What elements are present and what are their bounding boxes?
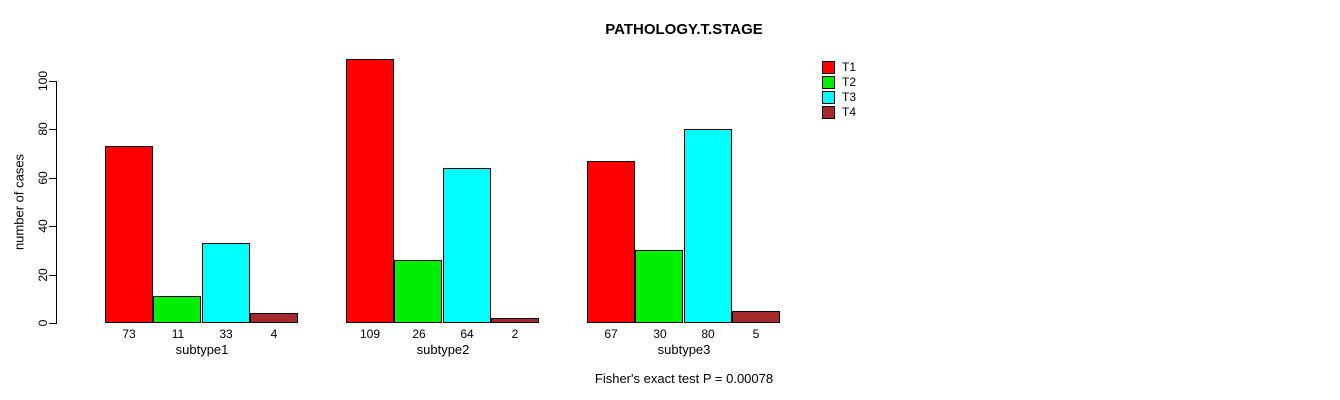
- y-tick-mark: [49, 226, 56, 227]
- legend: T1 T2 T3 T4: [822, 60, 856, 120]
- bar-subtype3-T2: [635, 250, 683, 323]
- category-label-subtype2: subtype2: [416, 342, 470, 357]
- legend-item-T3: T3: [822, 90, 856, 105]
- bar-subtype1-T2: [153, 296, 201, 323]
- bar-value-label: 33: [219, 327, 233, 341]
- bar-value-label: 64: [460, 327, 474, 341]
- legend-item-T1: T1: [822, 60, 856, 75]
- y-tick-mark: [49, 178, 56, 179]
- y-tick-label: 0: [36, 319, 50, 327]
- legend-swatch-T3: [822, 91, 835, 104]
- bar-subtype2-T2: [394, 260, 442, 323]
- bar-subtype1-T3: [202, 243, 250, 323]
- category-label-subtype1: subtype1: [175, 342, 229, 357]
- legend-swatch-T2: [822, 76, 835, 89]
- y-tick-label: 80: [36, 122, 50, 136]
- y-tick-label: 60: [36, 171, 50, 185]
- bar-subtype3-T3: [684, 129, 732, 323]
- bar-value-label: 73: [122, 327, 136, 341]
- legend-label: T2: [842, 75, 857, 89]
- y-tick-label: 40: [36, 219, 50, 233]
- legend-item-T2: T2: [822, 75, 856, 90]
- legend-label: T4: [842, 105, 857, 119]
- y-axis-title: number of cases: [11, 153, 27, 251]
- y-tick-label: 20: [36, 268, 50, 282]
- bar-subtype1-T1: [105, 146, 153, 323]
- bar-subtype2-T3: [443, 168, 491, 323]
- y-axis-line: [56, 81, 57, 324]
- bar-value-label: 26: [412, 327, 426, 341]
- legend-swatch-T4: [822, 106, 835, 119]
- legend-item-T4: T4: [822, 105, 856, 120]
- bar-subtype3-T1: [587, 161, 635, 323]
- bar-value-label: 30: [653, 327, 667, 341]
- bar-value-label: 11: [171, 327, 185, 341]
- legend-label: T1: [842, 60, 857, 74]
- y-tick-mark: [49, 129, 56, 130]
- bar-value-label: 67: [604, 327, 618, 341]
- y-tick-mark: [49, 81, 56, 82]
- legend-label: T3: [842, 90, 857, 104]
- category-label-subtype3: subtype3: [657, 342, 711, 357]
- bar-value-label: 80: [701, 327, 715, 341]
- bar-value-label: 109: [359, 327, 381, 341]
- y-tick-mark: [49, 323, 56, 324]
- bar-subtype2-T1: [346, 59, 394, 323]
- annotation-text: Fisher's exact test P = 0.00078: [594, 371, 774, 386]
- bar-subtype2-T4: [491, 318, 539, 323]
- bar-value-label: 4: [270, 327, 278, 341]
- bar-value-label: 2: [511, 327, 519, 341]
- y-tick-label: 100: [36, 70, 50, 92]
- bar-value-label: 5: [752, 327, 760, 341]
- legend-swatch-T1: [822, 61, 835, 74]
- bar-subtype3-T4: [732, 311, 780, 323]
- bar-subtype1-T4: [250, 313, 298, 323]
- y-tick-mark: [49, 275, 56, 276]
- chart-title: PATHOLOGY.T.STAGE: [605, 21, 763, 38]
